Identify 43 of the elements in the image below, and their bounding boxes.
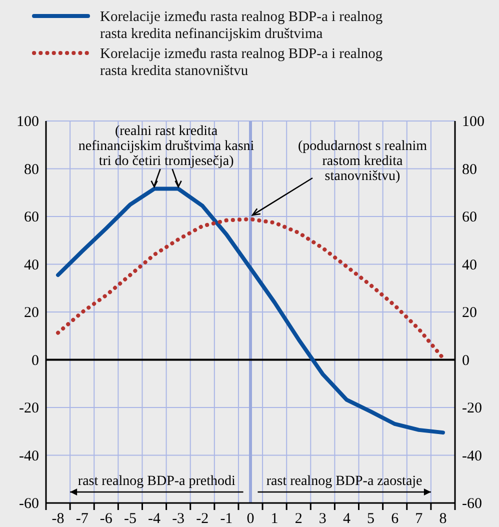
x-tick-label: 3 <box>318 511 326 527</box>
y-tick-label: -40 <box>19 448 39 464</box>
annotation: (podudarnost s realnim rastom kredita stanovništvu) <box>298 139 428 184</box>
annotation: (realni rast kredita nefinancijskim društvima kasni tri do četiri tromjesečja) <box>78 124 254 169</box>
y2-tick-label: 0 <box>462 352 470 369</box>
x-tick-label: -7 <box>76 511 89 527</box>
x-tick-label: 8 <box>439 511 447 527</box>
y2-tick-label: 60 <box>462 210 477 226</box>
x-tick-label: 6 <box>391 511 400 527</box>
x-tick-label: -4 <box>148 511 162 527</box>
annotation: rast realnog BDP-a prethodi <box>78 474 236 489</box>
y-tick-label: 80 <box>24 162 39 178</box>
y-tick-label: -20 <box>19 400 39 416</box>
x-tick-label: -8 <box>52 511 64 527</box>
y2-tick-label: 100 <box>462 114 484 130</box>
x-tick-label: 5 <box>367 511 375 527</box>
y-tick-label: 20 <box>24 305 39 321</box>
line-series <box>56 186 445 435</box>
y-tick-label: 60 <box>24 210 39 226</box>
x-tick-label: 2 <box>294 511 302 527</box>
x-tick-label: -5 <box>124 511 136 527</box>
legend-label: Korelacije između rasta realnog BDP-a i realnog rasta kredita stanovništvu <box>100 46 383 79</box>
x-tick-label: -1 <box>220 511 233 527</box>
legend-label: Korelacije između rasta realnog BDP-a i realnog rasta kredita nefinancijskim društvima <box>100 9 383 42</box>
x-tick-label: -6 <box>100 511 113 527</box>
x-tick-label: 7 <box>415 511 424 527</box>
y-tick-label: 0 <box>32 352 39 369</box>
x-tick-label: 0 <box>246 511 254 527</box>
y2-tick-label: 80 <box>462 162 477 178</box>
y2-tick-label: -40 <box>462 448 482 464</box>
y2-tick-label: 20 <box>462 305 477 321</box>
y2-tick-label: -20 <box>462 400 482 416</box>
annotation: rast realnog BDP-a zaostaje <box>266 474 422 489</box>
y2-tick-label: 40 <box>462 257 477 274</box>
y2-tick-label: -60 <box>462 496 482 512</box>
x-tick-label: -3 <box>172 511 185 527</box>
x-tick-label: 1 <box>270 511 278 527</box>
y-tick-label: 100 <box>16 114 39 130</box>
line-series <box>56 217 445 360</box>
y-tick-label: -60 <box>19 496 39 512</box>
x-tick-label: 4 <box>342 511 351 527</box>
y-tick-label: 40 <box>24 257 39 274</box>
x-tick-label: -2 <box>196 511 209 527</box>
